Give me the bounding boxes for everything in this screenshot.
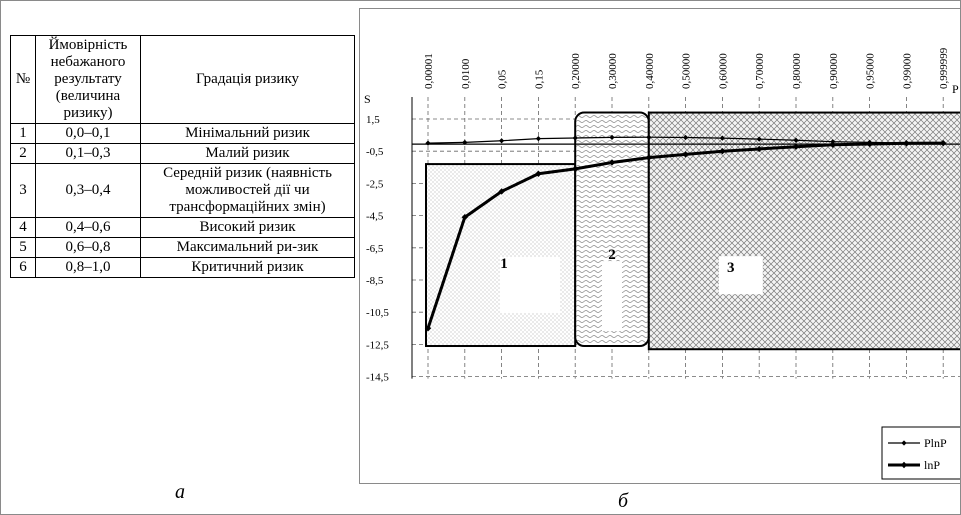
y-tick-label: -4,5: [366, 211, 384, 223]
x-tick-label: 0,30000: [607, 53, 619, 89]
legend-label-lnP: lnP: [924, 458, 940, 472]
y-tick-label: -2,5: [366, 178, 384, 190]
caption-a: а: [175, 481, 185, 503]
row-risk-grade: Середній ризик (наявність можливостей ді…: [140, 163, 355, 218]
row-number: 6: [10, 257, 36, 278]
data-point-lnP: [903, 140, 910, 147]
table-header-row: № Ймовірність небажаного результату (вел…: [10, 35, 355, 124]
data-point-lnP: [682, 151, 689, 158]
row-risk-grade: Високий ризик: [140, 217, 355, 238]
legend-box: [881, 426, 960, 480]
risk-gradation-table: № Ймовірність небажаного результату (вел…: [10, 35, 355, 278]
x-tick-label: 0,999999: [938, 47, 950, 89]
zone-label-1: 1: [500, 256, 508, 272]
row-risk-grade: Малий ризик: [140, 143, 355, 164]
x-tick-label: 0,80000: [791, 53, 803, 89]
y-tick-label: 1,5: [366, 114, 380, 126]
zone-label-2: 2: [608, 247, 616, 263]
y-tick-label: -6,5: [366, 243, 384, 255]
risk-zone-3: [647, 111, 960, 351]
row-risk-grade: Максимальний ри-зик: [140, 237, 355, 258]
legend-marker-PlnP: [901, 440, 907, 446]
x-tick-label: 0,95000: [865, 53, 877, 89]
zone-label-box: [602, 261, 622, 332]
y-tick-label: -0,5: [366, 146, 384, 158]
data-point-lnP: [498, 188, 505, 195]
x-tick-label: 0,00001: [423, 53, 435, 89]
data-point-PlnP: [572, 135, 578, 141]
x-axis-label: P: [952, 82, 959, 96]
header-number: №: [10, 35, 36, 124]
legend: PlnP lnP: [881, 426, 960, 480]
row-number: 2: [10, 143, 36, 164]
row-probability-range: 0,4–0,6: [35, 217, 141, 238]
row-probability-range: 0,8–1,0: [35, 257, 141, 278]
row-probability-range: 0,3–0,4: [35, 163, 141, 218]
row-number: 1: [10, 123, 36, 144]
data-point-PlnP: [609, 134, 615, 140]
data-point-PlnP: [719, 135, 725, 141]
data-point-PlnP: [535, 136, 541, 142]
header-probability: Ймовірність небажаного результату (велич…: [35, 35, 141, 124]
x-tick-label: 0,60000: [717, 53, 729, 89]
data-point-PlnP: [646, 134, 652, 140]
y-tick-label: -14,5: [366, 372, 389, 384]
zone-label-box: [500, 256, 560, 313]
y-tick-label: -8,5: [366, 275, 384, 287]
table-row: 1 0,0–0,1 Мінімальний ризик: [10, 123, 355, 144]
data-point-lnP: [792, 143, 800, 150]
data-point-PlnP: [425, 140, 431, 146]
x-tick-label: 0,50000: [681, 53, 693, 89]
data-point-PlnP: [793, 137, 799, 143]
data-point-lnP: [424, 325, 432, 332]
risk-zones: 1 2 3: [425, 111, 960, 351]
chart-panel: 1 2 3 1,5 -0,5 -2,5 -4,5 -6,5 -8,5 -10,5 -12,5 -14…: [359, 8, 961, 484]
data-point-PlnP: [756, 136, 762, 142]
data-point-lnP: [608, 159, 616, 166]
y-tick-label: -12,5: [366, 339, 389, 351]
legend-marker-lnP: [900, 461, 908, 469]
row-number: 3: [10, 163, 36, 218]
data-point-PlnP: [683, 134, 689, 141]
row-risk-grade: Мінімальний ризик: [140, 123, 355, 144]
data-point-PlnP: [499, 138, 505, 144]
row-number: 5: [10, 237, 36, 258]
table-row: 6 0,8–1,0 Критичний ризик: [10, 257, 355, 278]
table-row: 2 0,1–0,3 Малий ризик: [10, 143, 355, 164]
x-tick-label: 0,0100: [460, 58, 472, 89]
row-number: 4: [10, 217, 36, 238]
x-tick-label: 0,90000: [828, 53, 840, 89]
x-tick-label: 0,15: [533, 69, 545, 89]
table-row: 4 0,4–0,6 Високий ризик: [10, 217, 355, 238]
data-point-lnP: [461, 214, 468, 221]
row-risk-grade: Критичний ризик: [140, 257, 355, 278]
data-point-lnP: [866, 140, 873, 148]
y-tick-label: -10,5: [366, 307, 389, 319]
caption-b: б: [618, 490, 629, 512]
zone-label-3: 3: [727, 260, 735, 276]
legend-label-PlnP: PlnP: [924, 436, 947, 450]
row-probability-range: 0,1–0,3: [35, 143, 141, 164]
x-tick-label: 0,20000: [570, 53, 582, 89]
table-row: 5 0,6–0,8 Максимальний ри-зик: [10, 237, 355, 258]
data-point-lnP: [719, 148, 726, 155]
y-axis-label: S: [364, 92, 371, 106]
header-grade: Градація ризику: [140, 35, 355, 124]
x-tick-label: 0,05: [497, 69, 509, 89]
x-tick-label: 0,40000: [644, 53, 656, 89]
x-tick-label: 0,99000: [901, 53, 913, 89]
risk-chart: 1 2 3 1,5 -0,5 -2,5 -4,5 -6,5 -8,5 -10,5 -12,5 -14…: [364, 47, 960, 480]
row-probability-range: 0,6–0,8: [35, 237, 141, 258]
zone-label-box: [718, 256, 763, 295]
data-point-lnP: [940, 139, 947, 147]
table-row: 3 0,3–0,4 Середній ризик (наявність можлив…: [10, 163, 355, 218]
row-probability-range: 0,0–0,1: [35, 123, 141, 144]
axes: 1,5 -0,5 -2,5 -4,5 -6,5 -8,5 -10,5 -12,5 -14,5 S P…: [364, 47, 960, 384]
x-tick-label: 0,70000: [754, 53, 766, 89]
